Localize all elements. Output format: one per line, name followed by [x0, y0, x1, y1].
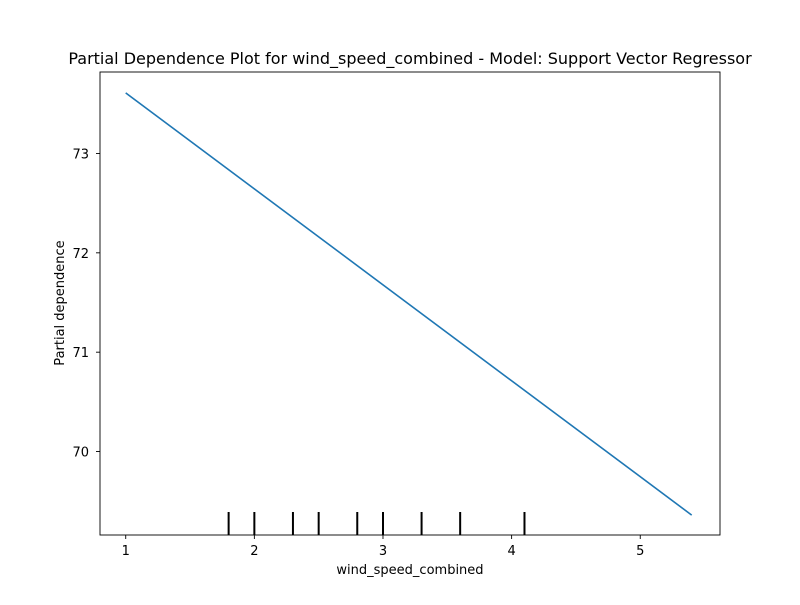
- x-tick-label: 4: [507, 544, 515, 559]
- x-tick-label: 3: [379, 544, 387, 559]
- y-tick-label: 71: [72, 346, 89, 361]
- plot-area: 1 2 3 4 5 70 71 72 73: [72, 71, 721, 559]
- y-axis-label: Partial dependence: [53, 240, 68, 365]
- y-tick-label: 72: [72, 247, 89, 262]
- x-tick-label: 2: [250, 544, 258, 559]
- chart-title: Partial Dependence Plot for wind_speed_c…: [68, 49, 752, 69]
- x-tick-label: 1: [122, 544, 130, 559]
- x-tick-label: 5: [636, 544, 644, 559]
- series-line-0: [125, 92, 693, 516]
- axes-frame: [99, 71, 721, 536]
- y-tick-label: 73: [72, 147, 89, 162]
- y-tick-label: 70: [72, 446, 89, 461]
- x-axis-label: wind_speed_combined: [336, 563, 483, 578]
